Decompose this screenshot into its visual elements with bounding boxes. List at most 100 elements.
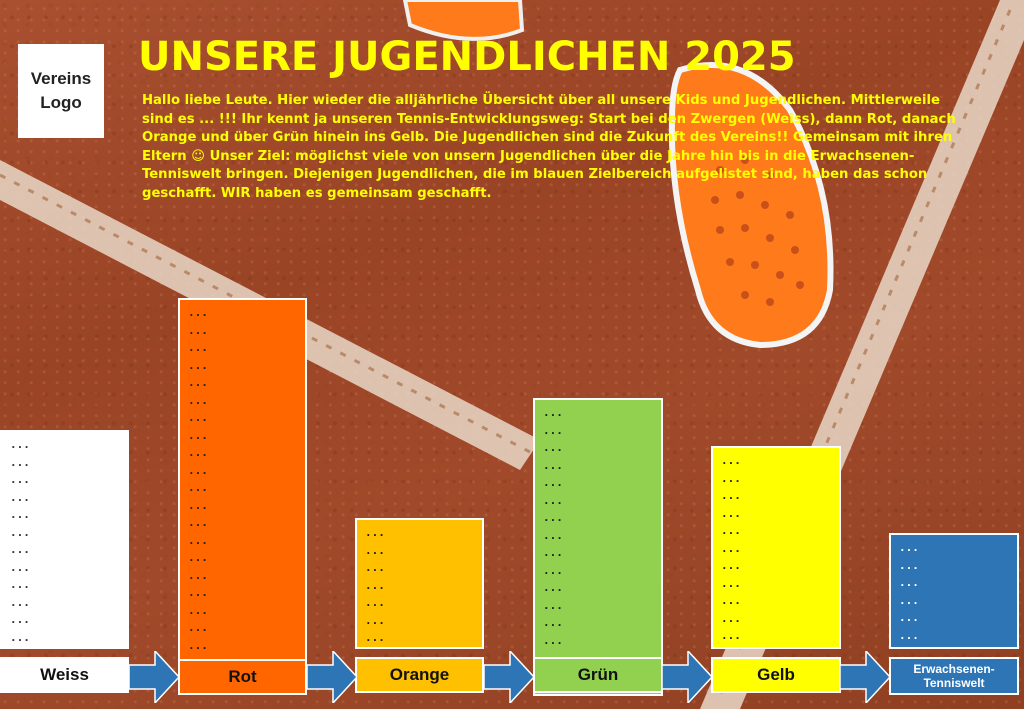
stage-entry: ... [10, 525, 30, 539]
stage-entry: ... [543, 423, 563, 437]
stage-entry: ... [10, 543, 30, 556]
stage-entry: ... [365, 631, 385, 644]
stage-entry: ... [721, 524, 741, 537]
stage-entry: ... [721, 611, 741, 625]
stage-entry: ... [188, 481, 208, 494]
stage-box-gruen: ........................................… [533, 398, 663, 696]
stage-entry: ... [10, 560, 30, 574]
stage-list-erwachsenen: .................. [899, 539, 1009, 644]
stage-entry: ... [543, 476, 563, 489]
stage-entry: ... [188, 411, 208, 424]
stage-entry: ... [188, 586, 208, 599]
stage-entry: ... [188, 428, 208, 442]
stage-entry: ... [543, 458, 563, 472]
stage-entry: ... [188, 306, 208, 319]
stage-entry: ... [721, 594, 741, 607]
stage-entry: ... [188, 516, 208, 529]
stage-entry: ... [365, 543, 385, 557]
stage-list-orange: ........................ [365, 524, 474, 648]
stage-label-erwachsenen: Erwachsenen-Tenniswelt [889, 657, 1019, 695]
arrow-right-icon [840, 651, 890, 703]
stage-entry: ... [721, 506, 741, 520]
stage-entry: ... [188, 446, 208, 459]
stage-entry: ... [721, 454, 741, 467]
stage-entry: ... [365, 578, 385, 592]
stage-entry: ... [188, 533, 208, 547]
stage-entry: ... [365, 596, 385, 609]
arrow-right-icon [129, 651, 179, 703]
stage-box-orange: ........................ [355, 518, 484, 649]
stage-entry: ... [188, 358, 208, 372]
stage-entry: ... [188, 638, 208, 652]
stage-label-rot: Rot [178, 659, 307, 695]
stage-entry: ... [899, 558, 919, 572]
stage-box-gelb: ................................. [711, 446, 841, 649]
stage-label-rot-text: Rot [228, 667, 257, 686]
stage-entry: ... [543, 598, 563, 612]
stage-label-orange: Orange [355, 657, 484, 693]
club-logo-placeholder: Vereins Logo [18, 44, 104, 138]
stage-list-gruen: ........................................… [543, 404, 653, 694]
stage-entry: ... [365, 613, 385, 627]
stage-label-weiss: Weiss [0, 657, 129, 693]
stage-entry: ... [543, 406, 563, 419]
stage-entry: ... [721, 489, 741, 502]
shoe-top-icon [402, 0, 525, 41]
stage-entry: ... [721, 576, 741, 590]
page-title: UNSERE JUGENDLICHEN 2025 [138, 34, 796, 80]
stage-entry: ... [10, 630, 30, 644]
stage-entry: ... [188, 603, 208, 617]
stage-entry: ... [10, 613, 30, 626]
stage-entry: ... [543, 493, 563, 507]
stage-entry: ... [721, 629, 741, 642]
stage-entry: ... [188, 551, 208, 564]
stage-label-gelb-text: Gelb [757, 665, 795, 684]
stage-entry: ... [543, 633, 563, 647]
stage-entry: ... [721, 559, 741, 572]
stage-list-gelb: ................................. [721, 452, 831, 645]
stage-entry: ... [899, 593, 919, 607]
logo-line-1: Vereins [30, 69, 92, 88]
stage-entry: ... [10, 455, 30, 469]
stage-entry: ... [721, 541, 741, 555]
stage-label-gruen-text: Grün [577, 665, 619, 684]
stage-entry: ... [10, 508, 30, 521]
stage-entry: ... [188, 621, 208, 634]
stage-entry: ... [899, 576, 919, 589]
stage-list-weiss: .................................... [10, 436, 119, 646]
stage-label-gruen: Grün [533, 657, 663, 693]
stage-entry: ... [365, 561, 385, 574]
arrow-right-icon [662, 651, 712, 703]
stage-entry: ... [365, 647, 474, 648]
stage-box-rot: ........................................… [178, 298, 307, 694]
stage-entry: ... [899, 541, 919, 554]
stage-entry: ... [10, 490, 30, 504]
stage-entry: ... [188, 393, 208, 407]
stage-entry: ... [721, 471, 741, 485]
logo-line-2: Logo [40, 93, 82, 112]
stage-entry: ... [188, 463, 208, 477]
stage-box-erwachsenen: .................. [889, 533, 1019, 649]
stage-entry: ... [188, 568, 208, 582]
stage-entry: ... [365, 526, 385, 539]
stage-entry: ... [543, 528, 563, 542]
stage-list-rot: ........................................… [188, 304, 297, 692]
arrow-right-icon [307, 651, 357, 703]
stage-entry: ... [188, 341, 208, 354]
stage-entry: ... [543, 511, 563, 524]
stage-label-gelb: Gelb [711, 657, 841, 693]
stage-entry: ... [188, 323, 208, 337]
stage-entry: ... [188, 498, 208, 512]
stage-entry: ... [543, 546, 563, 559]
stage-box-weiss: .................................... [0, 430, 129, 649]
shoe-clog-icon [668, 62, 834, 349]
arrow-right-icon [484, 651, 534, 703]
stage-label-weiss-text: Weiss [40, 665, 89, 684]
stage-entry: ... [10, 473, 30, 486]
stage-entry: ... [543, 563, 563, 577]
stage-entry: ... [899, 611, 919, 624]
stage-entry: ... [10, 578, 30, 591]
stage-entry: ... [543, 441, 563, 454]
stage-entry: ... [10, 595, 30, 609]
stage-label-erwachsenen-text: Erwachsenen-Tenniswelt [913, 662, 995, 690]
